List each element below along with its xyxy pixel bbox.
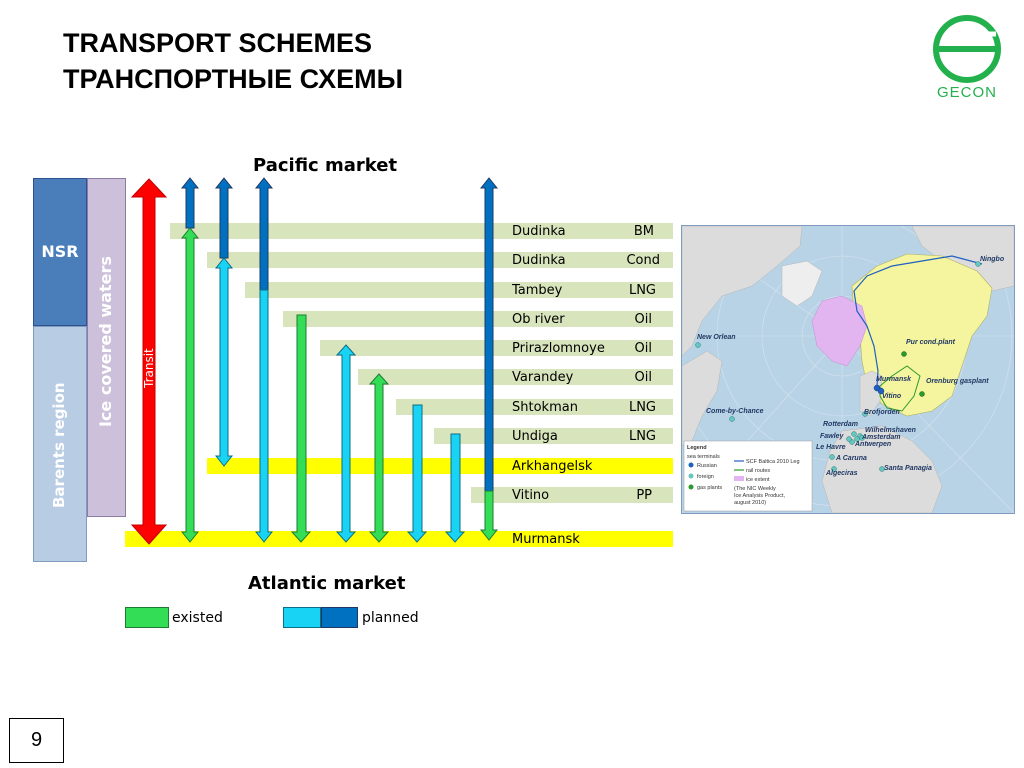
- map-label: Orenburg gasplant: [926, 378, 989, 385]
- atlantic-market-label: Atlantic market: [248, 573, 406, 594]
- map-label: Antwerpen: [854, 441, 891, 448]
- row-label: Prirazlomnoye: [512, 341, 605, 356]
- row-product: PP: [636, 488, 652, 503]
- title-line-1: TRANSPORT SCHEMES: [63, 28, 373, 58]
- map-legend-item: ice extent: [746, 477, 770, 483]
- map-label: Amsterdam: [861, 434, 901, 441]
- map-legend-item: foreign: [697, 474, 714, 480]
- row-label: Ob river: [512, 312, 565, 327]
- row-label: Murmansk: [512, 532, 580, 547]
- map-label: Rotterdam: [823, 421, 858, 428]
- arctic-route-map: Ningbo New Orlean Pur cond.plant Murmans…: [681, 225, 1015, 514]
- transit-arrow: [130, 178, 168, 545]
- arrow-varandey: [368, 373, 390, 543]
- title-line-2: ТРАНСПОРТНЫЕ СХЕМЫ: [63, 64, 404, 94]
- row-label: Varandey: [512, 370, 574, 385]
- band-ob-river: [283, 311, 673, 327]
- map-label: Fawley: [820, 433, 844, 440]
- row-product: BM: [633, 224, 654, 239]
- map-label: Vitino: [882, 393, 902, 400]
- band-vitino: [471, 487, 673, 503]
- map-legend-item: Russian: [697, 463, 717, 469]
- legend-planned-light-swatch: [283, 607, 321, 628]
- row-product: LNG: [628, 283, 656, 298]
- arrow-undiga: [444, 433, 466, 543]
- row-product: LNG: [628, 400, 656, 415]
- band-undiga: [434, 428, 673, 444]
- transit-label: Transit: [142, 348, 156, 388]
- row-product: Oil: [634, 341, 652, 356]
- row-product: Cond: [626, 253, 660, 268]
- row-label: Tambey: [512, 283, 563, 298]
- band-dudinka-bm: [170, 223, 673, 239]
- map-label: Santa Panagia: [884, 465, 932, 472]
- arrow-ob-river: [290, 314, 312, 543]
- legend-planned-dark-swatch: [321, 607, 358, 628]
- arrow-shtokman: [406, 404, 428, 543]
- map-label: Wilhelmshaven: [865, 427, 916, 434]
- map-legend: Legend sea terminals Russian foreign gas…: [683, 440, 813, 512]
- legend-existed-swatch: [125, 607, 169, 628]
- arrow-dudinka-bm: [180, 177, 200, 543]
- nsr-region: NSR: [33, 178, 87, 326]
- band-shtokman: [396, 399, 673, 415]
- map-legend-item: (The NIC Weekly: [734, 486, 776, 492]
- map-label: New Orlean: [697, 334, 736, 341]
- map-legend-item: Ice Analysis Product,: [734, 493, 786, 499]
- page-number: 9: [9, 718, 64, 763]
- map-label: Le Havre: [816, 444, 846, 451]
- map-label: A Caruna: [835, 455, 867, 462]
- map-label: Pur cond.plant: [906, 339, 956, 346]
- legend-planned-label: planned: [362, 610, 419, 626]
- map-legend-item: august 2010): [734, 500, 766, 506]
- logo-text: GECON: [936, 84, 997, 101]
- band-varandey: [358, 369, 673, 385]
- legend-existed-label: existed: [172, 610, 223, 626]
- row-product: LNG: [628, 429, 656, 444]
- map-label: Come-by-Chance: [706, 408, 764, 415]
- map-legend-item: SCF Baltica 2010 Leg: [746, 459, 800, 465]
- map-legend-item: sea terminals: [687, 454, 720, 460]
- map-legend-item: rail routes: [746, 468, 770, 474]
- row-label: Dudinka: [512, 224, 566, 239]
- nsr-label: NSR: [41, 242, 79, 261]
- ice-covered-region: Ice covered waters: [87, 178, 126, 517]
- band-dudinka-cond: [207, 252, 673, 268]
- map-label: Brofjorden: [864, 409, 900, 416]
- map-legend-title: Legend: [687, 445, 707, 451]
- map-label: Ningbo: [980, 256, 1005, 263]
- row-label: Arkhangelsk: [512, 459, 593, 474]
- band-arkhangelsk: [207, 458, 673, 474]
- gecon-logo-icon: [933, 15, 1001, 83]
- row-label: Dudinka: [512, 253, 566, 268]
- pacific-market-label: Pacific market: [253, 155, 398, 176]
- row-product: Oil: [634, 370, 652, 385]
- arctic-map-image: Ningbo New Orlean Pur cond.plant Murmans…: [682, 226, 1014, 513]
- band-tambey: [245, 282, 673, 298]
- map-label: Algeciras: [825, 470, 858, 477]
- band-prirazlomnoye: [320, 340, 673, 356]
- map-legend-item: gas plants: [697, 485, 722, 491]
- barents-region: Barents region: [33, 326, 87, 562]
- row-product: Oil: [634, 312, 652, 327]
- arrow-prirazlomnoye: [335, 344, 357, 543]
- gecon-logo: GECON: [928, 12, 1006, 102]
- arrow-vitino: [479, 177, 499, 541]
- row-label: Shtokman: [512, 400, 578, 415]
- row-label: Undiga: [512, 429, 558, 444]
- row-label: Vitino: [512, 488, 550, 503]
- arrow-dudinka-cond: [214, 177, 234, 467]
- map-label: Murmansk: [876, 376, 912, 383]
- arrow-tambey: [254, 177, 274, 543]
